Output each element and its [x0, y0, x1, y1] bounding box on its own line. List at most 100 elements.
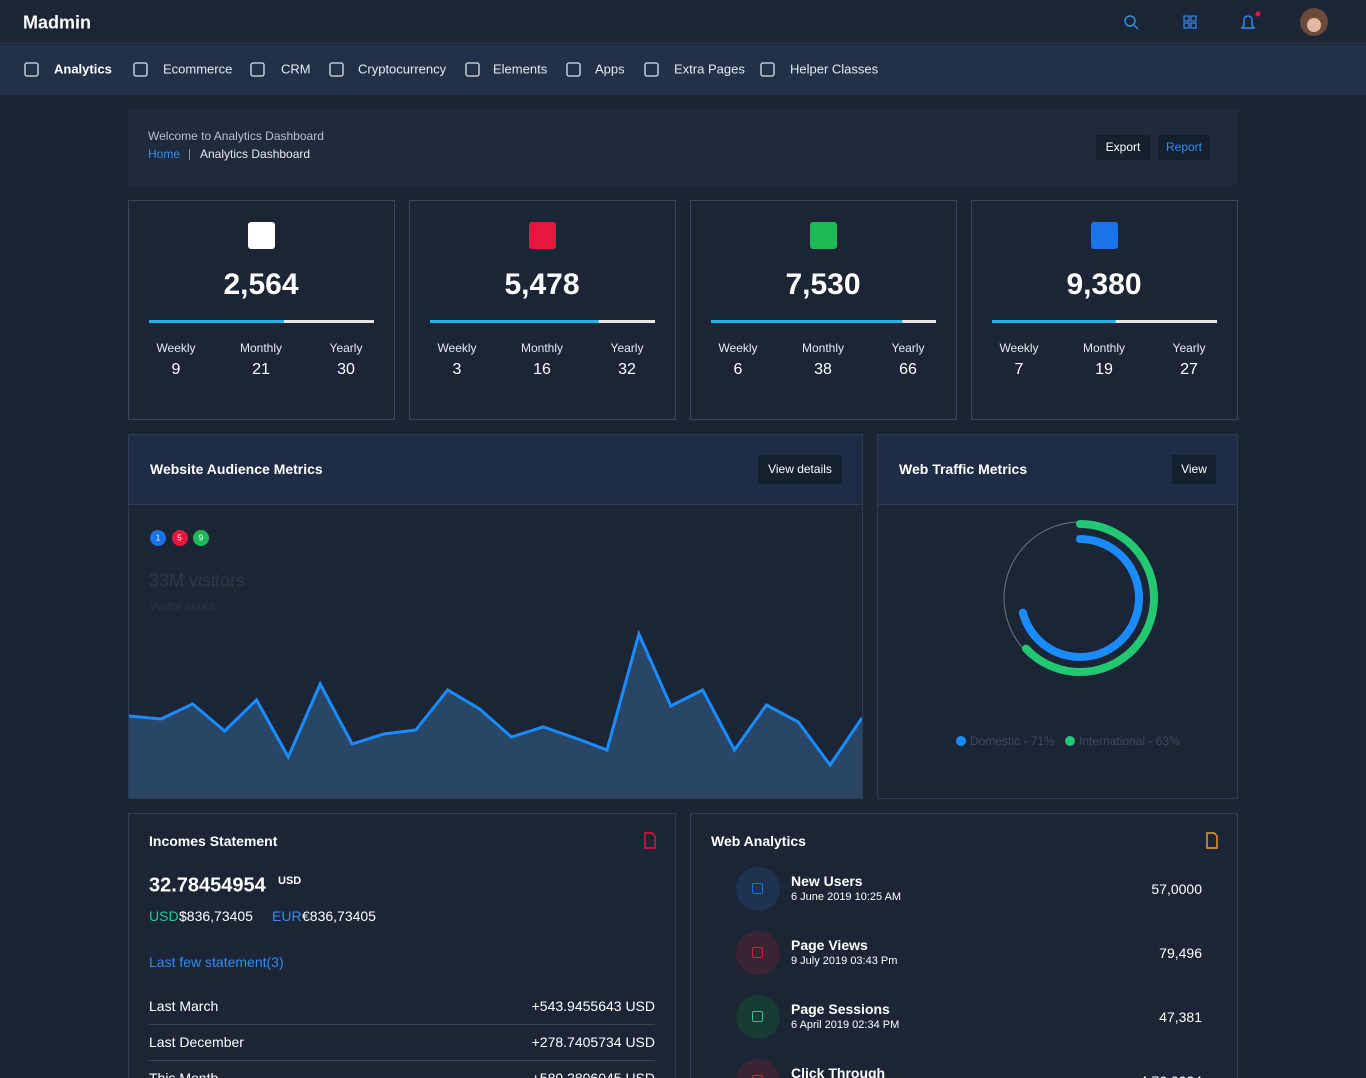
nav-item[interactable]: Analytics [54, 61, 112, 77]
search-icon [1124, 15, 1136, 27]
view-details-button[interactable] [758, 455, 842, 484]
period-value: 32 [618, 361, 636, 378]
period-value: 9 [171, 361, 181, 378]
progress-fill [992, 320, 1116, 323]
apps-icon [1183, 22, 1190, 29]
donut-arc [1018, 535, 1143, 661]
row-divider [149, 1060, 655, 1061]
income-amount: 32.78454954 [149, 874, 266, 897]
headline: 33M visitors [149, 570, 246, 591]
report-label[interactable]: Report [1165, 140, 1203, 154]
row-label: Last December [149, 1034, 244, 1050]
row-value: +543.9455643 USD [531, 998, 655, 1014]
period-label: Yearly [1172, 341, 1206, 355]
item-title: Page Views [791, 937, 868, 953]
pdf-icon-shape [644, 832, 656, 849]
area [129, 634, 862, 798]
area-chart [129, 629, 862, 798]
button-label[interactable]: View details [768, 462, 832, 476]
item-icon [736, 995, 780, 1039]
nav-item[interactable]: Cryptocurrency [358, 61, 447, 77]
item-title: New Users [791, 873, 863, 889]
item-glyph [752, 947, 763, 958]
stat-graphics [711, 222, 936, 323]
nav-icon [24, 62, 39, 77]
breadcrumb-separator [189, 149, 190, 160]
pdf-icon [644, 832, 656, 849]
item-value: 4,76,0024 [1140, 1073, 1202, 1078]
nav-item[interactable]: Ecommerce [163, 61, 233, 77]
item-value: 79,496 [1159, 945, 1202, 961]
item-icon [736, 867, 780, 911]
stat-graphics [992, 222, 1217, 323]
stat-icon [1091, 222, 1118, 249]
item-icon [736, 931, 780, 975]
period-label: Weekly [718, 341, 758, 355]
stat-value: 5,478 [504, 268, 580, 301]
brand: Madmin [23, 12, 92, 33]
stat-icon [529, 222, 556, 249]
item-title: Page Sessions [791, 1001, 890, 1017]
currency-code: USD [149, 908, 179, 924]
nav-item[interactable]: CRM [281, 61, 311, 77]
welcome-panel [128, 110, 1238, 185]
audience-header [129, 435, 862, 505]
report-button[interactable] [1158, 135, 1210, 160]
nav-item[interactable]: Apps [595, 61, 625, 77]
card-title: Web Analytics [711, 833, 806, 849]
nav-icons [24, 62, 775, 77]
incomes-card [128, 813, 676, 1078]
row-divider [149, 1024, 655, 1025]
item-title: Click Through [791, 1065, 886, 1078]
export-label[interactable]: Export [1105, 140, 1141, 154]
nav-item[interactable]: Extra Pages [674, 61, 745, 77]
statement-link[interactable]: Last few statement(3) [149, 954, 284, 970]
item-glyph [752, 883, 763, 894]
badge [193, 530, 209, 546]
progress-fill [149, 320, 284, 323]
nav-icon [133, 62, 148, 77]
period-label: Yearly [610, 341, 644, 355]
period-value: 7 [1014, 361, 1024, 378]
nav-item[interactable]: Helper Classes [790, 61, 879, 77]
row-label: This Month [149, 1070, 219, 1078]
nav-bar [0, 45, 1366, 95]
stat-value: 2,564 [223, 268, 299, 301]
card-title: Website Audience Metrics [150, 461, 323, 477]
nav-icon [465, 62, 480, 77]
export-button[interactable] [1096, 135, 1150, 160]
period-label: Monthly [1082, 341, 1126, 355]
nav-icon [760, 62, 775, 77]
breadcrumb-home[interactable]: Home [148, 147, 181, 161]
nav-icon [329, 62, 344, 77]
nav-item[interactable]: Elements [493, 61, 548, 77]
nav-icon [644, 62, 659, 77]
search-icon-handle [1133, 24, 1139, 30]
period-label: Weekly [156, 341, 196, 355]
period-label: Weekly [437, 341, 477, 355]
line [129, 629, 862, 768]
badge-label: 9 [198, 533, 204, 543]
period-value: 27 [1180, 361, 1198, 378]
period-value: 19 [1095, 361, 1113, 378]
income-unit: USD [278, 875, 302, 887]
period-label: Monthly [520, 341, 564, 355]
badge [150, 530, 166, 546]
card-title: Incomes Statement [149, 833, 278, 849]
stat-value: 7,530 [785, 268, 861, 301]
analytics-card [690, 813, 1238, 1078]
header-icons [1124, 8, 1328, 36]
legend-label: Domestic - 71% [970, 734, 1055, 748]
pdf-icon-shape [1206, 832, 1218, 849]
row-value: +580.2806045 USD [531, 1070, 655, 1078]
stat-icon [248, 222, 275, 249]
card-title: Web Traffic Metrics [899, 461, 1028, 477]
item-glyph [752, 1075, 763, 1078]
currency-code: EUR [272, 908, 302, 924]
item-value: 57,0000 [1151, 881, 1202, 897]
view-button[interactable] [1172, 455, 1216, 484]
button-label[interactable]: View [1181, 462, 1207, 476]
period-value: 21 [252, 361, 270, 378]
item-icon [736, 1059, 780, 1078]
period-label: Weekly [999, 341, 1039, 355]
